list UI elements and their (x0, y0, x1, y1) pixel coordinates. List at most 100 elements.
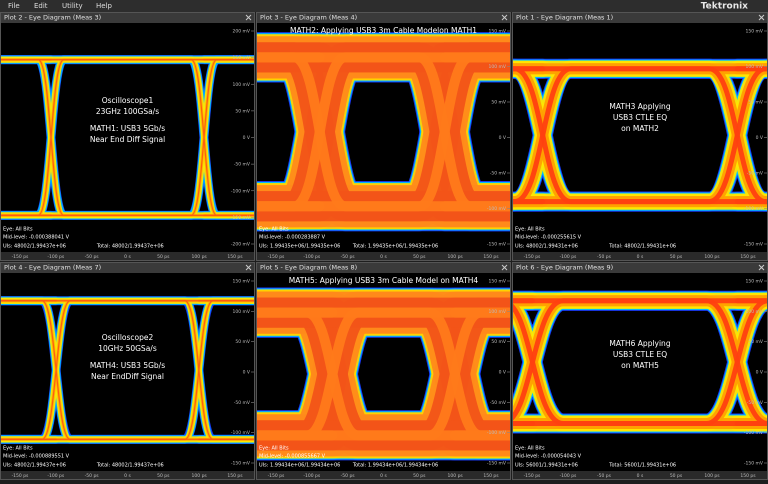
x-tick-label: -50 ps (341, 473, 356, 479)
annotation: Oscilloscope1 (102, 96, 154, 105)
y-tick-label: 150 mV (746, 29, 764, 35)
menu-item[interactable]: Edit (34, 2, 48, 10)
menu-bar (0, 0, 768, 12)
plot-panel: Plot 2 - Eye Diagram (Meas 3) 200 mV 150 m… (0, 12, 255, 261)
x-tick-label: -100 ps (47, 473, 64, 479)
plot-panel: Plot 1 - Eye Diagram (Meas 1) 150 mV 100 m… (512, 12, 768, 261)
x-tick-label: 0 s (124, 254, 131, 260)
eye-diagram (512, 290, 768, 434)
y-tick-label: 0 V (756, 370, 764, 376)
x-axis-strip (0, 471, 255, 480)
x-tick-label: 100 ps (448, 473, 464, 479)
x-tick-label: 100 ps (192, 254, 208, 260)
y-tick-label: 100 mV (746, 309, 764, 315)
close-button[interactable] (758, 264, 765, 271)
x-tick-label: 150 ps (227, 254, 243, 260)
uis: UIs: 56001/1.99431e+06 (515, 463, 578, 469)
plot-title: Plot 6 - Eye Diagram (Meas 9) (516, 264, 613, 272)
close-button[interactable] (501, 264, 508, 271)
y-tick-label: 50 mV (235, 339, 251, 345)
close-icon (758, 264, 765, 271)
annotation: MATH4: USB3 5Gb/s (90, 361, 165, 370)
total: Total: 1.99435e+06/1.99435e+06 (352, 244, 438, 250)
eye-diagram (0, 296, 255, 444)
x-tick-label: 100 ps (704, 473, 720, 479)
x-tick-label: 100 ps (448, 254, 464, 260)
plot-panel: Plot 6 - Eye Diagram (Meas 9) 150 mV 100 m… (512, 262, 768, 480)
y-tick-label: -50 mV (234, 162, 251, 168)
y-tick-label: -150 mV (231, 215, 251, 221)
y-tick-label: 100 mV (233, 82, 251, 88)
y-tick-label: -150 mV (231, 461, 251, 467)
x-tick-label: 50 ps (157, 254, 170, 260)
x-tick-label: -150 ps (524, 254, 541, 260)
y-tick-label: 0 V (499, 135, 507, 141)
close-icon (501, 264, 508, 271)
total: Total: 1.99434e+06/1.99434e+06 (352, 463, 438, 469)
annotation: MATH5: Applying USB3 3m Cable Model on M… (289, 276, 479, 285)
total: Total: 48002/1.99437e+06 (96, 463, 164, 469)
y-tick-label: 150 mV (489, 29, 507, 35)
title-bar (512, 262, 768, 273)
x-tick-label: 100 ps (192, 473, 208, 479)
eye-label: Eye: All Bits (259, 227, 289, 233)
x-tick-label: 50 ps (413, 254, 426, 260)
annotation: on MATH2 (621, 124, 659, 133)
annotation: 10GHz 50GSa/s (98, 344, 157, 353)
plot-title: Plot 2 - Eye Diagram (Meas 3) (4, 14, 101, 22)
x-tick-label: 150 ps (740, 254, 756, 260)
x-tick-label: -150 ps (268, 254, 285, 260)
close-button[interactable] (758, 14, 765, 21)
menu-item[interactable]: Help (96, 2, 113, 10)
x-tick-label: -100 ps (560, 254, 577, 260)
title-bar (512, 12, 768, 23)
title-bar (0, 12, 255, 23)
annotation: Near EndDiff Signal (91, 372, 164, 381)
title-bar (0, 262, 255, 273)
uis: UIs: 1.99435e+06/1.99435e+06 (259, 244, 340, 250)
plot-panel: Plot 3 - Eye Diagram (Meas 4) 150 mV 100 m… (256, 12, 511, 261)
x-tick-label: 50 ps (670, 254, 683, 260)
x-tick-label: 0 s (380, 473, 387, 479)
total: Total: 48002/1.99437e+06 (96, 244, 164, 250)
x-tick-label: -50 ps (85, 254, 100, 260)
y-tick-label: -50 mV (490, 400, 507, 406)
uis: UIs: 48002/1.99437e+06 (3, 244, 66, 250)
eye-diagram (256, 287, 511, 461)
mid-level: Mid-level: -0.000054043 V (515, 454, 582, 460)
close-icon (758, 14, 765, 21)
x-tick-label: -50 ps (341, 254, 356, 260)
close-button[interactable] (245, 14, 252, 21)
title-bar (256, 262, 511, 273)
y-tick-label: 150 mV (233, 279, 251, 285)
x-tick-label: -150 ps (12, 473, 29, 479)
y-tick-label: -100 mV (744, 206, 764, 212)
x-tick-label: 50 ps (157, 473, 170, 479)
uis: UIs: 1.99434e+06/1.99434e+06 (259, 463, 340, 469)
x-tick-label: -50 ps (597, 473, 612, 479)
y-tick-label: 0 V (756, 135, 764, 141)
close-icon (501, 14, 508, 21)
annotation: MATH3 Applying (609, 102, 670, 111)
panel-border (256, 12, 511, 261)
y-tick-label: -150 mV (744, 461, 764, 467)
menu-item[interactable]: File (8, 2, 20, 10)
uis: UIs: 48002/1.99431e+06 (515, 244, 578, 250)
menu-item[interactable]: Utility (62, 2, 83, 10)
annotation: MATH6 Applying (609, 339, 670, 348)
x-tick-label: -50 ps (597, 254, 612, 260)
y-tick-label: -150 mV (487, 242, 507, 248)
y-tick-label: 150 mV (489, 279, 507, 285)
y-tick-label: -150 mV (487, 461, 507, 467)
x-tick-label: 150 ps (483, 254, 499, 260)
total: Total: 48002/1.99431e+06 (608, 244, 676, 250)
total: Total: 56001/1.99431e+06 (608, 463, 676, 469)
x-tick-label: -150 ps (268, 473, 285, 479)
close-button[interactable] (245, 264, 252, 271)
y-tick-label: 50 mV (491, 339, 507, 345)
eye-diagram (256, 32, 511, 232)
close-button[interactable] (501, 14, 508, 21)
y-tick-label: -50 mV (747, 400, 764, 406)
annotation: USB3 CTLE EQ (613, 350, 667, 359)
